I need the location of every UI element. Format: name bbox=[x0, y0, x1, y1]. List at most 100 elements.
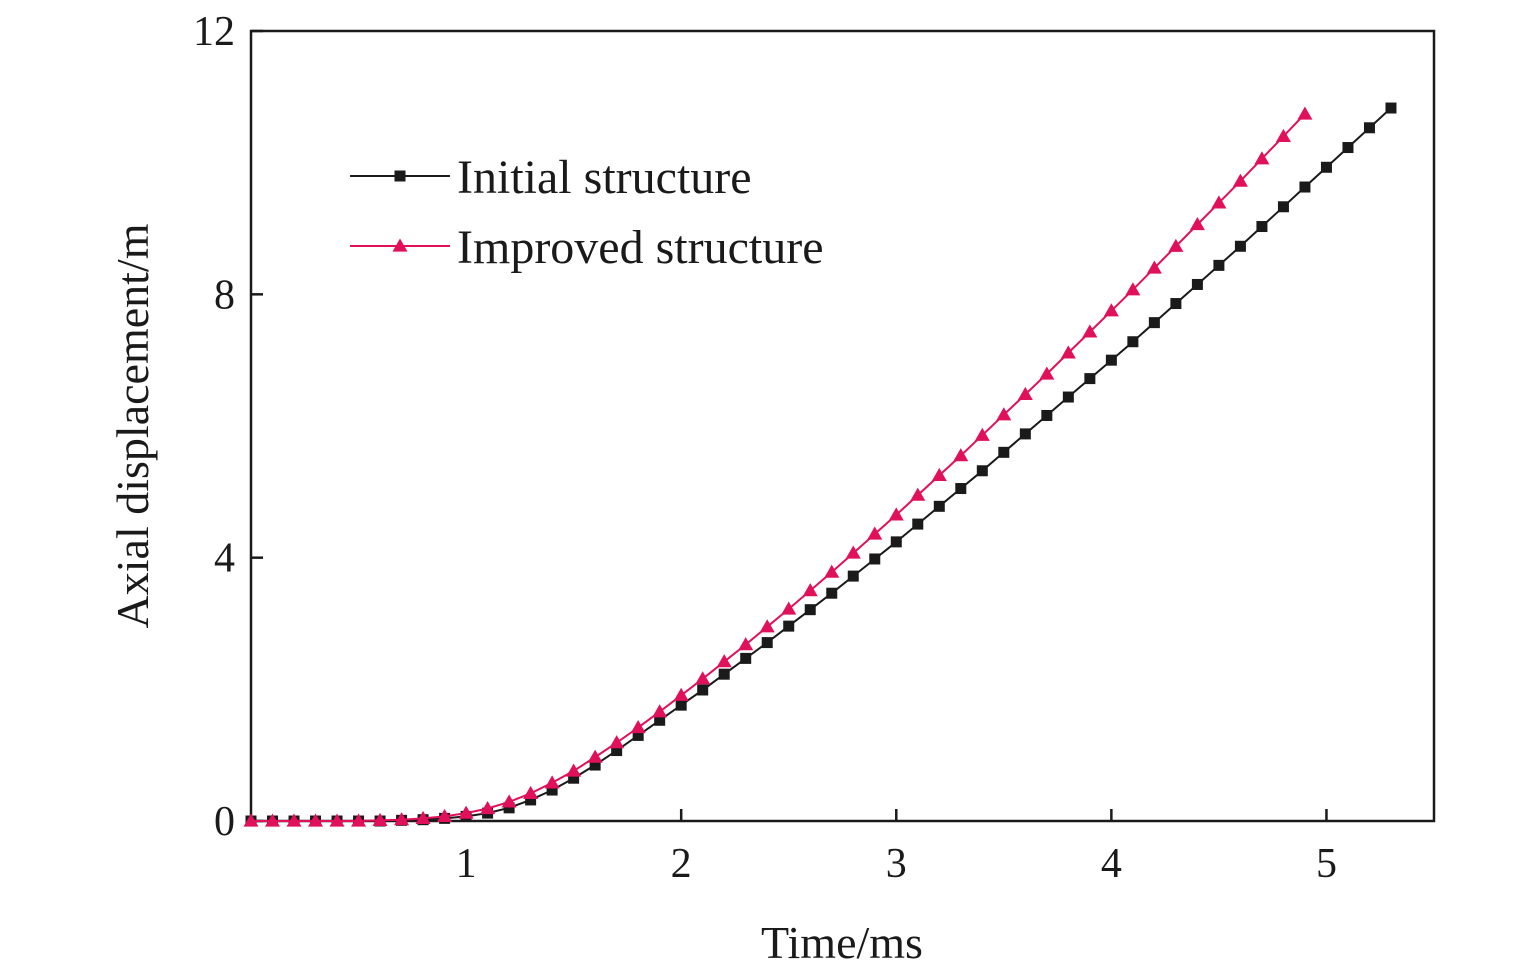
data-point bbox=[998, 446, 1010, 458]
data-point bbox=[1297, 106, 1313, 120]
data-point bbox=[243, 813, 259, 827]
legend-marker bbox=[394, 170, 406, 182]
data-point bbox=[568, 772, 580, 784]
data-point bbox=[738, 637, 754, 651]
data-point bbox=[437, 808, 453, 823]
data-point bbox=[1125, 282, 1141, 296]
data-point bbox=[912, 518, 924, 530]
data-point bbox=[1041, 409, 1053, 421]
data-point bbox=[1105, 354, 1117, 366]
data-point bbox=[286, 813, 302, 827]
data-point bbox=[308, 813, 324, 827]
data-point bbox=[1256, 221, 1268, 233]
data-point bbox=[1342, 142, 1354, 154]
data-point bbox=[1082, 324, 1098, 338]
x-tick-label: 4 bbox=[1101, 841, 1122, 887]
data-point bbox=[847, 570, 859, 582]
data-point bbox=[1254, 151, 1270, 165]
data-point bbox=[1103, 303, 1119, 317]
data-point bbox=[587, 749, 603, 763]
data-point bbox=[458, 805, 474, 819]
y-tick-label: 4 bbox=[214, 536, 235, 582]
data-point bbox=[1168, 238, 1184, 252]
data-point bbox=[1363, 122, 1375, 134]
data-point bbox=[394, 812, 410, 826]
legend-label: Improved structure bbox=[457, 221, 824, 274]
data-point bbox=[1213, 259, 1225, 271]
legend-item: Improved structure bbox=[350, 221, 824, 274]
data-point bbox=[1189, 217, 1205, 231]
data-point bbox=[1191, 278, 1203, 290]
data-point bbox=[1127, 336, 1139, 348]
data-point bbox=[824, 564, 840, 578]
data-point bbox=[1039, 366, 1055, 380]
legend-marker bbox=[392, 238, 408, 252]
data-point bbox=[415, 810, 431, 824]
data-point bbox=[933, 500, 945, 512]
data-point bbox=[759, 619, 775, 633]
data-point bbox=[632, 729, 644, 741]
y-axis-title: Axial displacement/m bbox=[107, 223, 158, 628]
data-point bbox=[1148, 317, 1160, 329]
data-point bbox=[1084, 373, 1096, 385]
y-axis: 0 4 8 12 bbox=[193, 9, 263, 845]
series-0 bbox=[245, 102, 1397, 827]
data-point bbox=[1385, 102, 1397, 114]
data-point bbox=[673, 687, 689, 701]
series-line bbox=[251, 107, 1392, 822]
data-point bbox=[372, 812, 388, 826]
data-point bbox=[630, 720, 646, 734]
data-point bbox=[740, 652, 752, 664]
data-point bbox=[544, 775, 560, 789]
data-point bbox=[931, 467, 947, 481]
data-point bbox=[953, 448, 969, 462]
x-tick-label: 5 bbox=[1316, 841, 1337, 887]
data-point bbox=[804, 604, 816, 616]
series-layer bbox=[243, 102, 1397, 827]
data-point bbox=[265, 813, 281, 827]
data-point bbox=[888, 507, 904, 521]
data-point bbox=[503, 802, 515, 814]
y-tick-label: 8 bbox=[214, 272, 235, 318]
data-point bbox=[955, 483, 967, 495]
data-point bbox=[546, 784, 558, 796]
data-point bbox=[761, 637, 773, 649]
data-point bbox=[695, 671, 711, 685]
y-tick-label: 12 bbox=[193, 9, 235, 55]
x-tick-label: 2 bbox=[671, 841, 692, 887]
data-point bbox=[697, 684, 709, 696]
x-tick-label: 1 bbox=[456, 841, 477, 887]
data-point bbox=[718, 668, 730, 680]
data-point bbox=[976, 465, 988, 477]
data-point bbox=[654, 714, 666, 726]
x-axis-title: Time/ms bbox=[761, 917, 923, 968]
data-point bbox=[1062, 391, 1074, 403]
data-point bbox=[329, 813, 345, 827]
data-point bbox=[890, 536, 902, 548]
data-point bbox=[802, 583, 818, 597]
data-point bbox=[652, 704, 668, 718]
data-point bbox=[1017, 386, 1033, 401]
legend-item: Initial structure bbox=[350, 151, 752, 204]
data-point bbox=[1277, 201, 1289, 213]
data-point bbox=[1234, 240, 1246, 252]
data-point bbox=[1299, 181, 1311, 193]
data-point bbox=[974, 427, 990, 441]
legend-label: Initial structure bbox=[457, 151, 752, 204]
data-point bbox=[996, 407, 1012, 421]
data-point bbox=[351, 813, 367, 827]
x-axis: 1 2 3 4 5 bbox=[456, 809, 1337, 887]
data-point bbox=[869, 553, 881, 565]
data-point bbox=[566, 763, 582, 777]
data-point bbox=[910, 487, 926, 501]
data-point bbox=[525, 794, 537, 806]
data-point bbox=[845, 545, 861, 559]
data-point bbox=[1232, 173, 1248, 187]
data-point bbox=[1170, 298, 1182, 310]
plot-frame bbox=[249, 29, 1436, 823]
data-point bbox=[523, 785, 539, 799]
data-point bbox=[826, 587, 838, 599]
data-point bbox=[675, 699, 687, 711]
legend: Initial structure Improved structure bbox=[350, 151, 824, 274]
